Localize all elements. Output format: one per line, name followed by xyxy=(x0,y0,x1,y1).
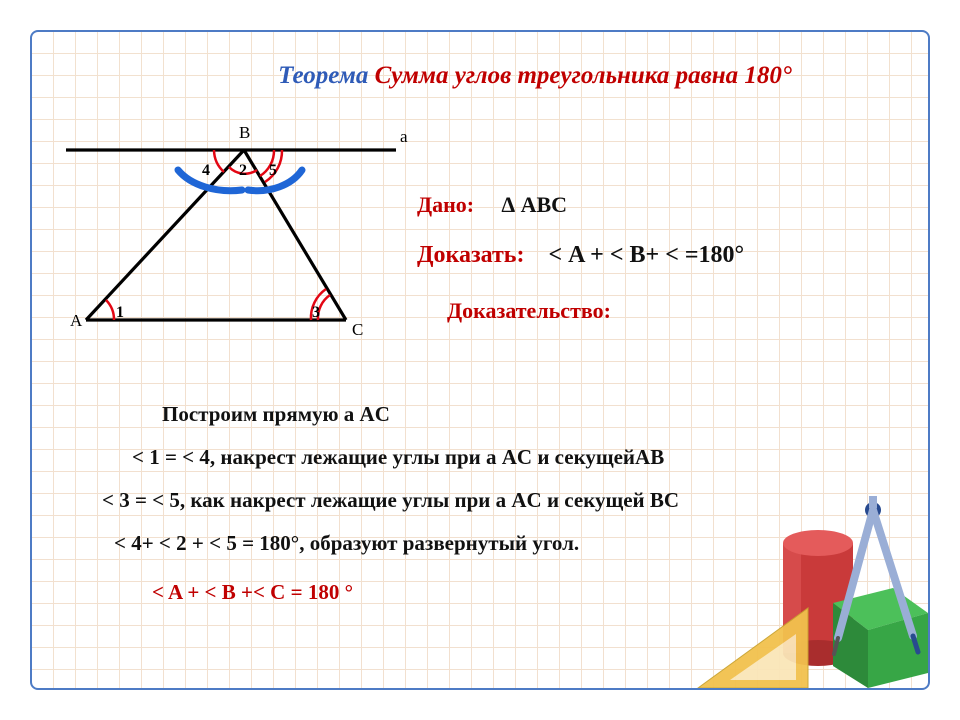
title-body: Сумма углов треугольника равна 180° xyxy=(375,62,792,89)
content-area: Теорема Сумма углов треугольника равна 1… xyxy=(32,32,928,688)
label-b-point: B xyxy=(239,123,250,142)
theorem-title: Теорема Сумма углов треугольника равна 1… xyxy=(182,62,888,90)
angle-label-1: 1 xyxy=(116,304,124,321)
given-label: Дано: xyxy=(417,192,474,217)
proof-statements: Дано: ∆ ABC Доказать: < A + < B+ < =180°… xyxy=(417,192,888,298)
prove-label: Доказать: xyxy=(417,242,524,268)
angle-label-2: 2 xyxy=(239,162,247,179)
proof-label: Доказательство: xyxy=(447,298,611,324)
angle-label-5: 5 xyxy=(269,162,277,179)
angle-1-arc xyxy=(106,300,114,320)
label-c-point: C xyxy=(352,320,363,339)
angle-label-4: 4 xyxy=(202,162,210,179)
label-a-point: A xyxy=(70,311,83,330)
blue-arc-left xyxy=(178,170,242,191)
slide: Теорема Сумма углов треугольника равна 1… xyxy=(0,0,960,720)
step-4: < 4+ < 2 + < 5 = 180°, образуют разверну… xyxy=(114,531,888,556)
label-line-a: a xyxy=(400,127,408,146)
step-5: < A + < B +< C = 180 ° xyxy=(152,580,888,605)
slide-frame: Теорема Сумма углов треугольника равна 1… xyxy=(30,30,930,690)
step-3: < 3 = < 5, как накрест лежащие углы при … xyxy=(102,488,888,513)
given-value: ∆ ABC xyxy=(502,192,567,217)
segment-ab xyxy=(86,150,244,320)
angle-4-arc xyxy=(214,150,224,172)
proof-steps: Построим прямую а AC < 1 = < 4, накрест … xyxy=(92,402,888,623)
title-prefix: Теорема xyxy=(278,62,368,89)
step-2: < 1 = < 4, накрест лежащие углы при а AC… xyxy=(132,445,888,470)
step-1: Построим прямую а AC xyxy=(162,402,888,427)
angle-label-3: 3 xyxy=(312,304,320,321)
prove-value: < A + < B+ < =180° xyxy=(548,242,744,268)
triangle-diagram: A B C a 1 3 4 2 5 xyxy=(56,120,396,350)
